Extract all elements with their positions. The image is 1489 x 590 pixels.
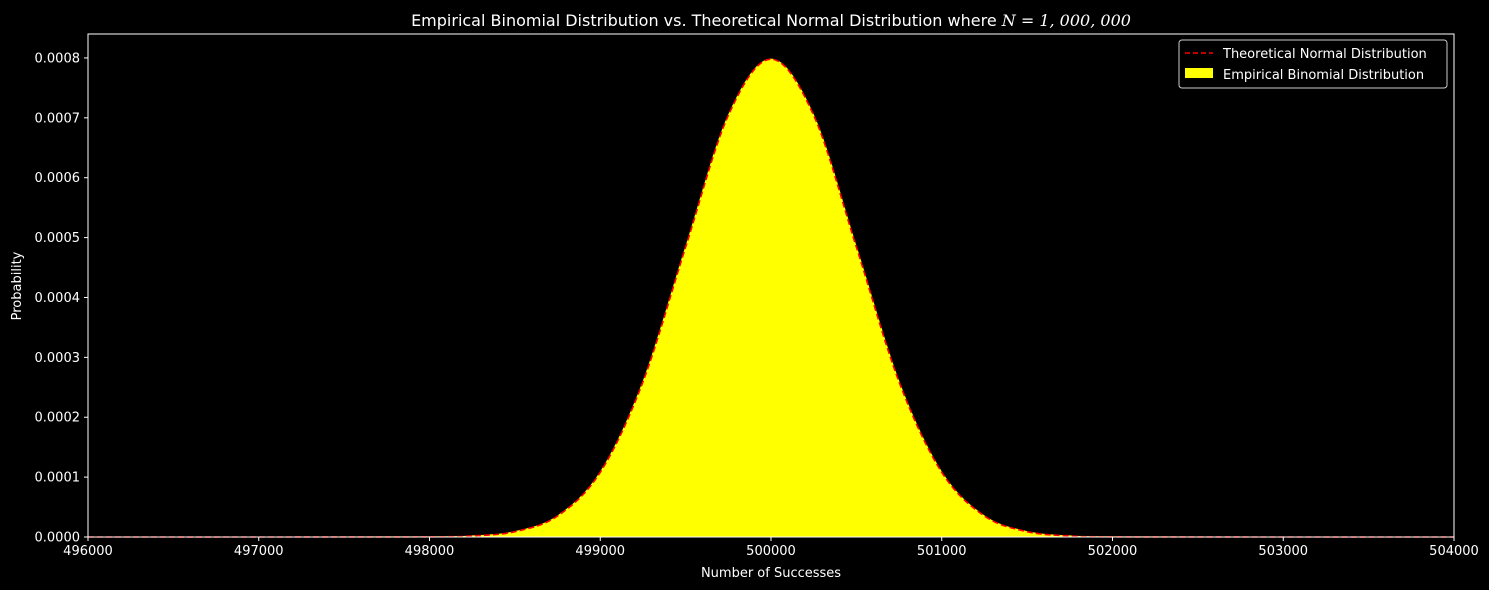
x-tick-label: 502000 — [1088, 544, 1138, 559]
y-tick-label: 0.0005 — [35, 231, 81, 246]
y-tick-label: 0.0002 — [35, 411, 81, 426]
y-tick-label: 0.0000 — [35, 531, 81, 546]
x-tick-label: 497000 — [234, 544, 284, 559]
y-axis-label: Probability — [10, 251, 25, 320]
x-tick-label: 498000 — [405, 544, 455, 559]
plot-area — [87, 58, 1455, 538]
y-tick-label: 0.0001 — [35, 471, 81, 486]
x-tick-label: 499000 — [575, 544, 625, 559]
x-axis-label: Number of Successes — [701, 566, 841, 581]
x-tick-label: 501000 — [917, 544, 967, 559]
x-tick-label: 500000 — [746, 544, 796, 559]
y-tick-label: 0.0007 — [35, 111, 81, 126]
x-axis-ticks: 496000 497000 498000 499000 500000 501000 5020… — [63, 537, 1479, 559]
y-tick-label: 0.0003 — [35, 351, 81, 366]
x-tick-label: 503000 — [1258, 544, 1308, 559]
x-tick-label: 496000 — [63, 544, 113, 559]
legend-swatch-empirical — [1185, 68, 1213, 78]
y-axis-ticks: 0.0000 0.0001 0.0002 0.0003 0.0004 0.0005 0.00… — [35, 51, 88, 546]
y-tick-label: 0.0008 — [35, 51, 81, 66]
y-tick-label: 0.0004 — [35, 291, 81, 306]
y-tick-label: 0.0006 — [35, 171, 81, 186]
chart-title: Empirical Binomial Distribution vs. Theo… — [411, 11, 1131, 30]
legend-box — [1178, 39, 1448, 89]
legend-label-normal: Theoretical Normal Distribution — [1222, 47, 1427, 62]
legend: Theoretical Normal Distribution Empirica… — [1178, 39, 1448, 89]
x-tick-label: 504000 — [1429, 544, 1479, 559]
legend-label-empirical: Empirical Binomial Distribution — [1223, 68, 1424, 83]
